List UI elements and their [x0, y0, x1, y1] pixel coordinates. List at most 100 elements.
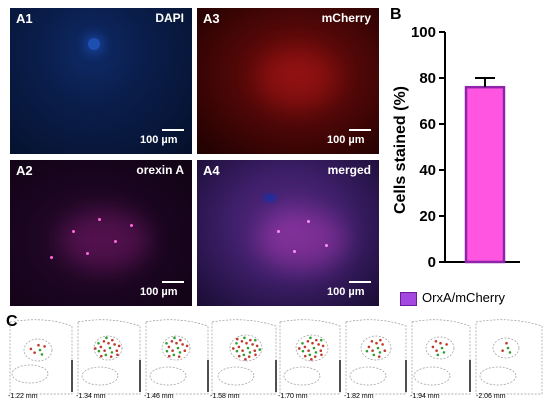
signal-cluster	[257, 48, 337, 108]
neuron-marker	[117, 344, 121, 348]
neuron-marker	[309, 336, 312, 340]
y-tick-label: 60	[419, 116, 436, 133]
neuron-marker	[445, 343, 448, 346]
panel-label-b: B	[390, 6, 402, 23]
neuron-marker	[249, 338, 252, 342]
stain-label-merged: merged	[327, 163, 371, 177]
neuron-marker	[175, 341, 178, 345]
neuron-marker	[508, 351, 512, 354]
scale-bar-label: 100 µm	[327, 134, 365, 146]
neuron-marker	[240, 340, 244, 343]
cell	[277, 230, 280, 233]
brain-section	[411, 319, 471, 395]
cell	[325, 244, 328, 247]
neuron-marker	[103, 349, 106, 352]
neuron-marker	[435, 349, 438, 352]
neuron-marker	[167, 345, 171, 349]
cell	[72, 230, 75, 233]
neuron-marker	[38, 348, 42, 352]
neuron-marker	[231, 347, 235, 350]
atlas-sections	[9, 319, 543, 395]
brain-section	[145, 319, 209, 395]
y-tick-label: 0	[428, 254, 436, 271]
neuron-marker	[176, 346, 180, 350]
neuron-marker	[258, 348, 262, 351]
neuron-marker	[104, 353, 108, 357]
neuron-marker	[375, 341, 378, 345]
signal-cluster	[60, 210, 150, 270]
neuron-marker	[242, 353, 246, 357]
neuron-marker	[312, 346, 316, 350]
cell	[50, 256, 53, 259]
neuron-marker	[248, 351, 252, 354]
neuron-marker	[310, 358, 313, 361]
section-label: -2.06 mm	[476, 393, 506, 400]
neuron-marker	[237, 345, 241, 349]
neuron-marker	[243, 336, 246, 340]
y-tick-label: 20	[419, 208, 436, 225]
neuron-marker	[440, 346, 444, 350]
neuron-marker	[501, 349, 504, 352]
neuron-marker	[37, 343, 40, 347]
scale-bar	[349, 281, 371, 283]
neuron-marker	[167, 354, 171, 358]
cell	[293, 250, 296, 253]
neuron-marker	[381, 343, 384, 346]
neuron-marker	[315, 338, 318, 342]
neuron-marker	[99, 354, 103, 358]
neuron-marker	[235, 349, 239, 353]
legend-label: OrxA/mCherry	[422, 290, 506, 305]
panel-label-a3: A3	[203, 11, 220, 26]
neuron-marker	[378, 351, 382, 354]
signal-cluster	[257, 210, 347, 270]
neuron-marker	[247, 355, 251, 358]
neuron-marker	[165, 342, 168, 345]
scale-bar	[162, 281, 184, 283]
neuron-marker	[237, 354, 241, 358]
neuron-marker	[115, 349, 119, 353]
neuron-marker	[436, 353, 440, 357]
neuron-marker	[29, 347, 33, 351]
brain-section	[475, 319, 543, 395]
neuron-marker	[102, 340, 106, 343]
neuron-marker	[434, 340, 438, 343]
neuron-marker	[255, 344, 259, 348]
section-label: -1.58 mm	[210, 393, 240, 400]
neuron-marker	[178, 351, 182, 354]
panel-label-a4: A4	[203, 163, 220, 178]
y-tick-label: 40	[419, 162, 436, 179]
section-label: -1.94 mm	[410, 393, 440, 400]
neuron-marker	[107, 341, 110, 345]
stain-label-dapi: DAPI	[155, 11, 184, 25]
neuron-marker	[43, 345, 46, 348]
section-label: -1.34 mm	[76, 393, 106, 400]
scale-bar-label: 100 µm	[140, 134, 178, 146]
neuron-marker	[172, 353, 176, 357]
neuron-marker	[303, 354, 307, 358]
brain-section	[345, 319, 407, 395]
neuron-marker	[170, 340, 174, 343]
neuron-marker	[370, 340, 374, 343]
neuron-marker	[173, 336, 176, 340]
neuron-marker	[376, 346, 380, 350]
neuron-marker	[379, 338, 382, 342]
neuron-marker	[116, 353, 119, 357]
neuron-marker	[246, 346, 250, 350]
cell	[307, 220, 310, 223]
neuron-marker	[179, 338, 182, 342]
section-label: -1.22 mm	[8, 393, 38, 400]
section-label: -1.46 mm	[144, 393, 174, 400]
neuron-marker	[110, 351, 114, 354]
neuron-marker	[244, 358, 247, 361]
neuron-marker	[372, 353, 376, 357]
stain-label-orexin-a: orexin A	[136, 163, 184, 177]
scale-bar-label: 100 µm	[140, 286, 178, 298]
neuron-marker	[40, 353, 44, 356]
neuron-marker	[108, 346, 112, 350]
neuron-marker	[317, 343, 320, 346]
neuron-marker	[254, 353, 257, 357]
neuron-marker	[506, 346, 510, 350]
neuron-marker	[377, 355, 381, 358]
neuron-marker	[321, 344, 325, 348]
neuron-marker	[97, 342, 100, 345]
